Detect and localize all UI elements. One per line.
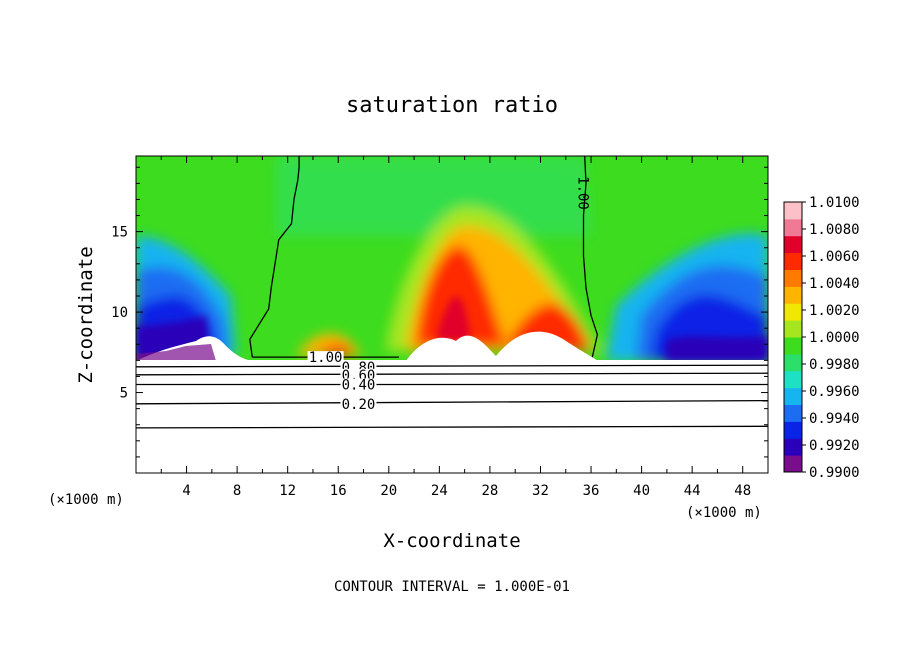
- x-tick-label: 20: [380, 483, 397, 499]
- colorbar-label: 1.0080: [809, 222, 860, 238]
- y-tick-label: 10: [111, 305, 128, 321]
- contour-label-bg: [340, 378, 377, 392]
- colorbar-label: 1.0100: [809, 195, 860, 211]
- colorbar-label: 0.9900: [809, 465, 860, 481]
- contour-label: 0.40: [342, 377, 376, 393]
- colorbar-swatch: [784, 421, 802, 439]
- x-unit-left: (×1000 m): [48, 492, 124, 508]
- colorbar-swatch: [784, 370, 802, 389]
- x-axis-label: X-coordinate: [383, 530, 520, 552]
- contour-line: [135, 399, 769, 405]
- colorbar-swatch: [784, 303, 802, 321]
- colorbar-swatch: [784, 269, 802, 287]
- colorbar-swatch: [784, 438, 802, 456]
- contour-label-bg: [307, 351, 344, 365]
- x-tick-label: 28: [481, 483, 498, 499]
- contour-label-bg: [340, 397, 377, 411]
- colorbar-swatch: [784, 235, 802, 254]
- contour-line: [249, 156, 300, 358]
- colorbar-swatch: [784, 455, 802, 473]
- contour-label: 1.00: [309, 350, 343, 366]
- colorbar-label: 1.0060: [809, 249, 860, 265]
- y-tick-label: 15: [111, 225, 128, 241]
- colorbar-swatch: [784, 202, 802, 220]
- x-tick-label: 36: [583, 483, 600, 499]
- x-tick-label: 12: [279, 483, 296, 499]
- x-tick-label: 24: [431, 483, 448, 499]
- x-tick-label: 32: [532, 483, 549, 499]
- colorbar-label: 0.9940: [809, 411, 860, 427]
- contour-interval-note: CONTOUR INTERVAL = 1.000E-01: [334, 579, 570, 595]
- colorbar: 1.0100 1.0080 1.0060 1.0040 1.0020 1.0000 0.99…: [783, 195, 860, 481]
- colorbar-label: 0.9920: [809, 438, 860, 454]
- y-tick-label: 5: [120, 386, 128, 402]
- colorbar-swatch: [784, 353, 802, 372]
- colorbar-swatch: [784, 404, 802, 422]
- y-axis-ticks: 5 10 15: [111, 166, 768, 458]
- colorbar-swatch: [784, 337, 802, 355]
- x-unit-right: (×1000 m): [686, 505, 762, 521]
- colorbar-label: 0.9960: [809, 384, 860, 400]
- plot-frame: [135, 155, 769, 474]
- colorbar-label: 1.0000: [809, 330, 860, 346]
- colorbar-label: 0.9980: [809, 357, 860, 373]
- contour-line: [135, 425, 769, 429]
- x-axis-ticks: 4 8 12 16 20 24 28 32 36 40 44 48: [160, 156, 751, 499]
- colorbar-swatch: [784, 218, 802, 237]
- colorbar-swatch: [784, 286, 802, 304]
- heatmap-area: [136, 156, 768, 473]
- x-tick-label: 8: [233, 483, 241, 499]
- contour-line: [135, 364, 769, 368]
- x-tick-label: 44: [684, 483, 701, 499]
- chart-title: saturation ratio: [346, 93, 558, 118]
- contour-lines: 1.000.800.600.400.201.00: [135, 155, 769, 429]
- contour-line: [582, 155, 599, 358]
- contour-label: 0.20: [342, 397, 376, 413]
- y-axis-label: Z-coordinate: [75, 246, 97, 383]
- x-tick-label: 40: [633, 483, 650, 499]
- colorbar-label: 1.0020: [809, 303, 860, 319]
- x-tick-label: 48: [734, 483, 751, 499]
- contour-line: [135, 372, 769, 376]
- colorbar-swatch: [784, 320, 802, 338]
- contour-label: 1.00: [574, 176, 590, 210]
- colorbar-swatch: [784, 252, 802, 270]
- x-tick-label: 4: [182, 483, 190, 499]
- colorbar-label: 1.0040: [809, 276, 860, 292]
- colorbar-swatch: [784, 387, 802, 405]
- x-tick-label: 16: [330, 483, 347, 499]
